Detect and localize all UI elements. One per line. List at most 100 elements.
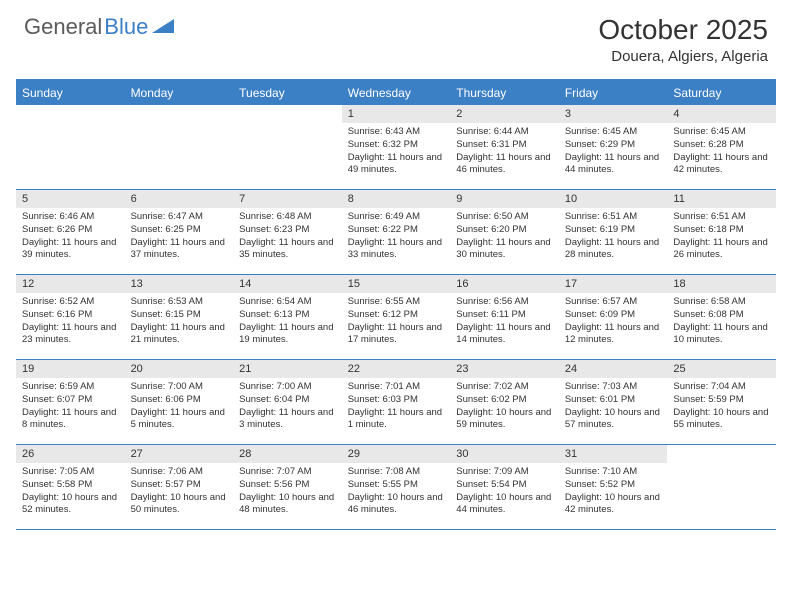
page-title: October 2025 — [598, 14, 768, 46]
calendar: Sunday Monday Tuesday Wednesday Thursday… — [16, 79, 776, 530]
calendar-cell — [667, 445, 776, 529]
day-info: Sunrise: 6:51 AMSunset: 6:19 PMDaylight:… — [559, 208, 668, 266]
calendar-cell: 27Sunrise: 7:06 AMSunset: 5:57 PMDayligh… — [125, 445, 234, 529]
calendar-cell: 16Sunrise: 6:56 AMSunset: 6:11 PMDayligh… — [450, 275, 559, 359]
calendar-cell: 25Sunrise: 7:04 AMSunset: 5:59 PMDayligh… — [667, 360, 776, 444]
calendar-cell: 21Sunrise: 7:00 AMSunset: 6:04 PMDayligh… — [233, 360, 342, 444]
day-header-thu: Thursday — [450, 81, 559, 105]
calendar-cell: 13Sunrise: 6:53 AMSunset: 6:15 PMDayligh… — [125, 275, 234, 359]
day-info: Sunrise: 7:08 AMSunset: 5:55 PMDaylight:… — [342, 463, 451, 521]
calendar-cell — [233, 105, 342, 189]
day-number: 13 — [125, 275, 234, 293]
day-info: Sunrise: 6:48 AMSunset: 6:23 PMDaylight:… — [233, 208, 342, 266]
calendar-cell: 29Sunrise: 7:08 AMSunset: 5:55 PMDayligh… — [342, 445, 451, 529]
day-info: Sunrise: 6:54 AMSunset: 6:13 PMDaylight:… — [233, 293, 342, 351]
calendar-cell — [125, 105, 234, 189]
location-text: Douera, Algiers, Algeria — [598, 48, 768, 65]
title-block: October 2025 Douera, Algiers, Algeria — [598, 14, 768, 65]
day-number: 7 — [233, 190, 342, 208]
calendar-cell: 17Sunrise: 6:57 AMSunset: 6:09 PMDayligh… — [559, 275, 668, 359]
calendar-cell: 12Sunrise: 6:52 AMSunset: 6:16 PMDayligh… — [16, 275, 125, 359]
logo-triangle-icon — [152, 15, 174, 33]
calendar-cell: 7Sunrise: 6:48 AMSunset: 6:23 PMDaylight… — [233, 190, 342, 274]
calendar-cell: 5Sunrise: 6:46 AMSunset: 6:26 PMDaylight… — [16, 190, 125, 274]
calendar-cell: 9Sunrise: 6:50 AMSunset: 6:20 PMDaylight… — [450, 190, 559, 274]
day-info: Sunrise: 7:04 AMSunset: 5:59 PMDaylight:… — [667, 378, 776, 436]
calendar-cell: 8Sunrise: 6:49 AMSunset: 6:22 PMDaylight… — [342, 190, 451, 274]
day-number: 6 — [125, 190, 234, 208]
calendar-cell — [16, 105, 125, 189]
day-info: Sunrise: 6:59 AMSunset: 6:07 PMDaylight:… — [16, 378, 125, 436]
calendar-week: 1Sunrise: 6:43 AMSunset: 6:32 PMDaylight… — [16, 105, 776, 190]
day-number: 30 — [450, 445, 559, 463]
day-info: Sunrise: 7:00 AMSunset: 6:04 PMDaylight:… — [233, 378, 342, 436]
day-info: Sunrise: 7:03 AMSunset: 6:01 PMDaylight:… — [559, 378, 668, 436]
day-number: 28 — [233, 445, 342, 463]
calendar-cell: 11Sunrise: 6:51 AMSunset: 6:18 PMDayligh… — [667, 190, 776, 274]
day-info: Sunrise: 7:05 AMSunset: 5:58 PMDaylight:… — [16, 463, 125, 521]
calendar-week: 12Sunrise: 6:52 AMSunset: 6:16 PMDayligh… — [16, 275, 776, 360]
day-info: Sunrise: 6:58 AMSunset: 6:08 PMDaylight:… — [667, 293, 776, 351]
calendar-cell: 24Sunrise: 7:03 AMSunset: 6:01 PMDayligh… — [559, 360, 668, 444]
calendar-week: 5Sunrise: 6:46 AMSunset: 6:26 PMDaylight… — [16, 190, 776, 275]
day-number: 11 — [667, 190, 776, 208]
day-info: Sunrise: 6:49 AMSunset: 6:22 PMDaylight:… — [342, 208, 451, 266]
day-info: Sunrise: 7:10 AMSunset: 5:52 PMDaylight:… — [559, 463, 668, 521]
day-number: 17 — [559, 275, 668, 293]
calendar-cell: 18Sunrise: 6:58 AMSunset: 6:08 PMDayligh… — [667, 275, 776, 359]
day-number: 27 — [125, 445, 234, 463]
day-number: 14 — [233, 275, 342, 293]
day-header-row: Sunday Monday Tuesday Wednesday Thursday… — [16, 81, 776, 105]
logo: GeneralBlue — [24, 14, 174, 40]
day-info: Sunrise: 6:57 AMSunset: 6:09 PMDaylight:… — [559, 293, 668, 351]
day-header-sun: Sunday — [16, 81, 125, 105]
day-number: 23 — [450, 360, 559, 378]
day-info: Sunrise: 7:09 AMSunset: 5:54 PMDaylight:… — [450, 463, 559, 521]
day-info: Sunrise: 6:50 AMSunset: 6:20 PMDaylight:… — [450, 208, 559, 266]
day-info: Sunrise: 7:02 AMSunset: 6:02 PMDaylight:… — [450, 378, 559, 436]
day-info: Sunrise: 6:51 AMSunset: 6:18 PMDaylight:… — [667, 208, 776, 266]
day-number: 22 — [342, 360, 451, 378]
day-header-mon: Monday — [125, 81, 234, 105]
calendar-cell: 19Sunrise: 6:59 AMSunset: 6:07 PMDayligh… — [16, 360, 125, 444]
day-number: 5 — [16, 190, 125, 208]
calendar-cell: 30Sunrise: 7:09 AMSunset: 5:54 PMDayligh… — [450, 445, 559, 529]
day-number: 31 — [559, 445, 668, 463]
calendar-cell: 20Sunrise: 7:00 AMSunset: 6:06 PMDayligh… — [125, 360, 234, 444]
day-info: Sunrise: 6:53 AMSunset: 6:15 PMDaylight:… — [125, 293, 234, 351]
calendar-cell: 22Sunrise: 7:01 AMSunset: 6:03 PMDayligh… — [342, 360, 451, 444]
day-number: 16 — [450, 275, 559, 293]
day-info: Sunrise: 6:45 AMSunset: 6:29 PMDaylight:… — [559, 123, 668, 181]
day-info: Sunrise: 6:46 AMSunset: 6:26 PMDaylight:… — [16, 208, 125, 266]
day-number: 12 — [16, 275, 125, 293]
day-number: 2 — [450, 105, 559, 123]
calendar-cell: 15Sunrise: 6:55 AMSunset: 6:12 PMDayligh… — [342, 275, 451, 359]
day-number: 24 — [559, 360, 668, 378]
calendar-week: 19Sunrise: 6:59 AMSunset: 6:07 PMDayligh… — [16, 360, 776, 445]
day-number: 25 — [667, 360, 776, 378]
calendar-cell: 3Sunrise: 6:45 AMSunset: 6:29 PMDaylight… — [559, 105, 668, 189]
logo-text-blue: Blue — [104, 14, 148, 40]
day-info: Sunrise: 6:47 AMSunset: 6:25 PMDaylight:… — [125, 208, 234, 266]
calendar-cell: 23Sunrise: 7:02 AMSunset: 6:02 PMDayligh… — [450, 360, 559, 444]
calendar-cell: 2Sunrise: 6:44 AMSunset: 6:31 PMDaylight… — [450, 105, 559, 189]
calendar-cell: 10Sunrise: 6:51 AMSunset: 6:19 PMDayligh… — [559, 190, 668, 274]
day-number: 8 — [342, 190, 451, 208]
day-info: Sunrise: 7:07 AMSunset: 5:56 PMDaylight:… — [233, 463, 342, 521]
day-info: Sunrise: 6:44 AMSunset: 6:31 PMDaylight:… — [450, 123, 559, 181]
calendar-week: 26Sunrise: 7:05 AMSunset: 5:58 PMDayligh… — [16, 445, 776, 530]
day-number: 21 — [233, 360, 342, 378]
day-info: Sunrise: 7:06 AMSunset: 5:57 PMDaylight:… — [125, 463, 234, 521]
calendar-cell: 31Sunrise: 7:10 AMSunset: 5:52 PMDayligh… — [559, 445, 668, 529]
day-number: 10 — [559, 190, 668, 208]
day-info: Sunrise: 6:55 AMSunset: 6:12 PMDaylight:… — [342, 293, 451, 351]
calendar-cell: 28Sunrise: 7:07 AMSunset: 5:56 PMDayligh… — [233, 445, 342, 529]
day-number: 18 — [667, 275, 776, 293]
day-header-fri: Friday — [559, 81, 668, 105]
day-number: 26 — [16, 445, 125, 463]
day-header-tue: Tuesday — [233, 81, 342, 105]
day-number: 19 — [16, 360, 125, 378]
day-info: Sunrise: 7:00 AMSunset: 6:06 PMDaylight:… — [125, 378, 234, 436]
logo-text-gray: General — [24, 14, 102, 40]
calendar-cell: 1Sunrise: 6:43 AMSunset: 6:32 PMDaylight… — [342, 105, 451, 189]
